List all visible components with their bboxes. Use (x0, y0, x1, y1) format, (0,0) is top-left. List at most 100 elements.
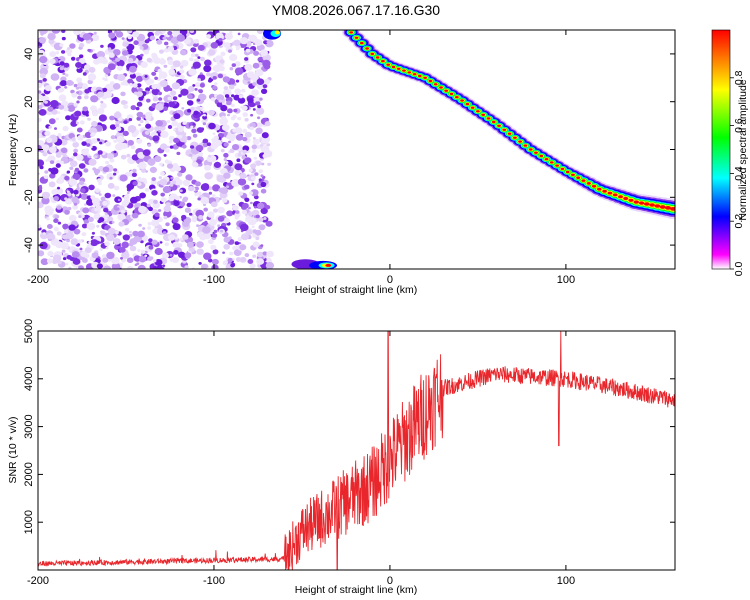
noise-blob (77, 135, 84, 141)
noise-blob (126, 257, 134, 264)
noise-blob (144, 254, 148, 257)
noise-blob (96, 224, 100, 228)
noise-blob (220, 148, 225, 153)
noise-blob (127, 139, 134, 146)
noise-blob (163, 64, 168, 68)
noise-blob (259, 226, 265, 231)
noise-blob (184, 252, 192, 259)
ridge-blob (665, 206, 671, 210)
noise-blob (86, 195, 92, 200)
noise-blob (159, 241, 163, 244)
noise-blob (106, 233, 115, 242)
noise-blob (102, 166, 110, 173)
noise-blob (248, 168, 253, 173)
ridge-blob (602, 189, 607, 193)
noise-blob (147, 226, 152, 230)
noise-blob (210, 201, 218, 208)
noise-blob (82, 33, 92, 41)
noise-blob (109, 167, 114, 171)
noise-blob (87, 79, 93, 85)
noise-blob (81, 232, 87, 237)
noise-blob (238, 94, 243, 99)
ridge-blob (618, 195, 623, 199)
noise-blob (107, 63, 116, 71)
snr-frame (37, 330, 676, 571)
noise-blob (223, 172, 231, 179)
noise-blob (248, 217, 257, 226)
noise-blob (266, 143, 271, 147)
noise-blob (76, 154, 84, 161)
noise-blob (73, 83, 78, 88)
noise-blob (183, 37, 192, 45)
ridge-blob (465, 102, 470, 106)
noise-blob (75, 62, 82, 68)
noise-blob (190, 125, 194, 129)
noise-blob (130, 196, 138, 204)
noise-blob (208, 49, 216, 56)
noise-blob (63, 62, 70, 68)
ridge-blob (359, 41, 364, 45)
noise-blob (222, 76, 231, 83)
noise-blob (256, 30, 264, 34)
noise-blob (77, 82, 84, 88)
noise-blob (164, 148, 170, 153)
noise-blob (38, 159, 45, 167)
noise-blob (235, 210, 240, 214)
noise-blob (154, 247, 163, 256)
spectrogram-ytick-label: 40 (23, 48, 35, 60)
ridge-blob (428, 79, 433, 83)
noise-blob (45, 208, 54, 216)
noise-blob (38, 37, 46, 44)
noise-blob (212, 184, 221, 192)
noise-blob (195, 53, 199, 57)
snr-ytick-label: 4000 (23, 367, 35, 391)
noise-blob (236, 158, 241, 162)
noise-blob (93, 31, 97, 35)
noise-blob (208, 79, 212, 83)
snr-xtick-label: -200 (27, 575, 49, 587)
noise-blob (102, 200, 108, 206)
colorbar-tick-label: 0.2 (733, 214, 745, 229)
noise-blob (237, 116, 242, 121)
spectrogram-ylabel: Frequency (Hz) (7, 114, 19, 186)
noise-blob (137, 264, 146, 269)
noise-blob (168, 101, 176, 108)
noise-blob (250, 201, 253, 205)
noise-blob (73, 30, 81, 36)
noise-blob (44, 170, 49, 174)
noise-blob (263, 150, 273, 158)
noise-blob (144, 187, 150, 192)
ridge-blob (486, 117, 491, 120)
noise-blob (182, 234, 189, 240)
noise-blob (140, 240, 144, 244)
noise-blob (73, 189, 79, 195)
noise-blob (84, 148, 90, 153)
ridge-blob (544, 158, 549, 161)
noise-blob (192, 61, 201, 69)
noise-blob (38, 201, 44, 209)
noise-blob (168, 195, 175, 202)
colorbar-tick-label: 0.4 (733, 166, 745, 181)
noise-blob (96, 240, 100, 245)
noise-blob (87, 117, 91, 121)
noise-blob (260, 174, 264, 177)
noise-blob (221, 124, 230, 131)
noise-blob (200, 106, 204, 110)
noise-blob (217, 73, 224, 79)
noise-blob (148, 91, 152, 94)
noise-blob (152, 96, 159, 102)
noise-blob (56, 205, 62, 210)
noise-blob (57, 133, 62, 137)
noise-blob (91, 252, 99, 259)
noise-blob (59, 61, 65, 66)
noise-blob (48, 181, 56, 188)
noise-blob (55, 117, 60, 121)
noise-blob (41, 144, 50, 152)
noise-blob (233, 94, 241, 101)
noise-blob (145, 115, 152, 121)
noise-blob (263, 217, 267, 220)
noise-blob (192, 84, 196, 87)
noise-blob (242, 136, 248, 142)
noise-blob (204, 164, 211, 171)
noise-blob (260, 181, 267, 188)
